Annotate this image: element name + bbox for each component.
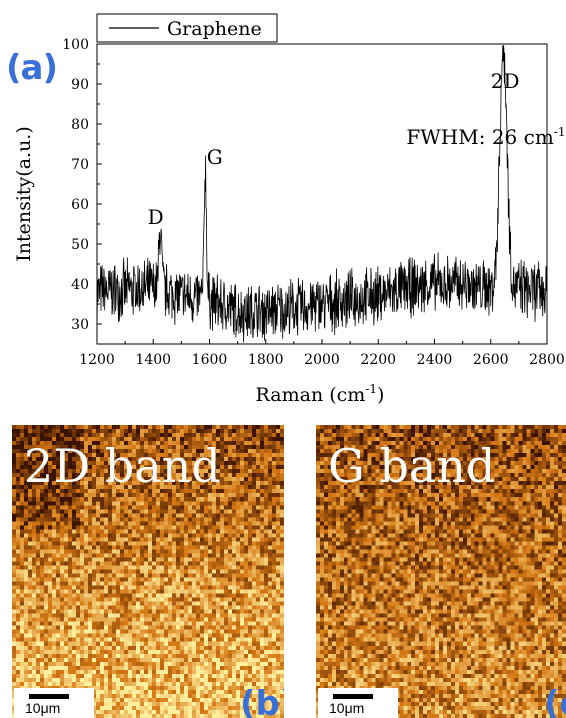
x-tick-label: 2200	[360, 352, 396, 368]
map-2d-band-title: 2D band	[24, 439, 221, 493]
x-tick-label: 1600	[192, 352, 228, 368]
scale-bar-label: 10μm	[25, 700, 61, 716]
scale-bar	[29, 694, 69, 699]
x-tick-label: 2000	[304, 352, 340, 368]
y-tick-label: 70	[71, 157, 89, 173]
map-2d-band: 2D band 10μm (b)	[12, 425, 284, 718]
peak-annotation: G	[207, 145, 223, 169]
x-tick-label: 2400	[417, 352, 453, 368]
peak-annotation: 2D	[491, 69, 520, 93]
chart-legend: Graphene	[96, 13, 278, 43]
panel-b-label: (b)	[240, 684, 284, 718]
x-tick-label: 1400	[135, 352, 171, 368]
y-tick-label: 30	[71, 317, 89, 333]
x-tick-label: 1800	[248, 352, 284, 368]
map-2d-band-image	[12, 425, 284, 718]
y-tick-label: 100	[62, 37, 89, 53]
plot-frame	[96, 43, 548, 345]
x-tick-label: 2600	[473, 352, 509, 368]
map-g-band-title: G band	[328, 439, 496, 493]
x-axis-label: Raman (cm-1)	[256, 382, 385, 406]
y-tick-label: 80	[71, 117, 89, 133]
scale-bar-box: 10μm	[14, 688, 94, 718]
y-tick-label: 40	[71, 277, 89, 293]
y-tick-label: 50	[71, 237, 89, 253]
scale-bar	[333, 694, 373, 699]
x-tick-label: 1200	[79, 352, 115, 368]
raman-spectrum-chart: 1200 1400 1600 1800 2000 2200 2400 2600 2800 30 40…	[13, 13, 566, 406]
y-tick-label: 90	[71, 77, 89, 93]
panel-c-label: (c	[544, 684, 566, 718]
peak-annotation: FWHM: 26 cm-1	[406, 125, 565, 149]
series-graphene-line	[96, 45, 548, 343]
peak-annotation: D	[148, 205, 164, 229]
legend-label: Graphene	[167, 18, 262, 40]
panel-a-label: (a)	[6, 48, 58, 88]
map-g-band-image	[316, 425, 566, 718]
x-tick-label: 2800	[529, 352, 565, 368]
scale-bar-box: 10μm	[318, 688, 398, 718]
y-axis-label: Intensity(a.u.)	[13, 126, 35, 262]
y-tick-label: 60	[71, 197, 89, 213]
map-g-band: G band 10μm (c	[316, 425, 566, 718]
scale-bar-label: 10μm	[329, 700, 365, 716]
